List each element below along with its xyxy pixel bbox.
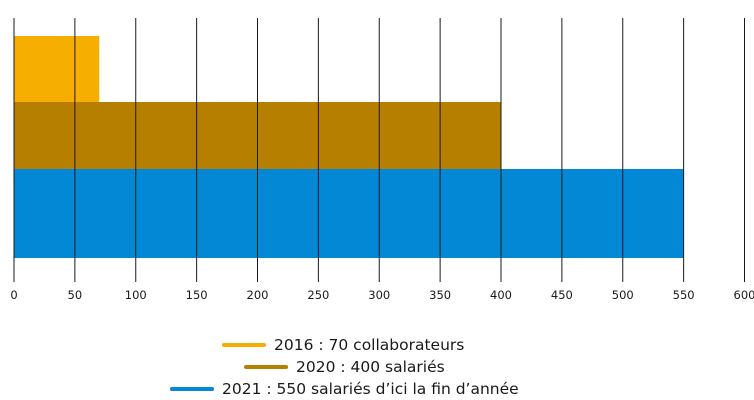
x-tick-label: 0: [10, 288, 17, 302]
x-tick-label: 600: [734, 288, 754, 302]
x-tick-label: 500: [612, 288, 634, 302]
x-tick-label: 550: [673, 288, 695, 302]
x-tick-label: 100: [125, 288, 147, 302]
x-tick-label: 300: [368, 288, 390, 302]
legend-label-2016: 2016 : 70 collaborateurs: [274, 336, 465, 354]
x-tick-label: 250: [307, 288, 329, 302]
bar-2021: [14, 169, 684, 258]
x-tick-label: 450: [551, 288, 573, 302]
legend-item-2020: 2020 : 400 salariés: [244, 356, 445, 378]
bar-chart: 0 50 100 150 200 250 300 350 400 450 500 550 600: [10, 18, 754, 302]
x-tick-label: 400: [490, 288, 512, 302]
legend-swatch-2020: [244, 365, 288, 369]
bars-group: [14, 36, 684, 258]
legend-label-2021: 2021 : 550 salariés d’ici la fin d’année: [222, 380, 519, 398]
x-tick-label: 150: [186, 288, 208, 302]
x-tick-label: 350: [429, 288, 451, 302]
legend-item-2016: 2016 : 70 collaborateurs: [222, 334, 464, 356]
legend-swatch-2021: [170, 387, 214, 391]
grid-lines: [13, 18, 745, 282]
x-axis-ticks: 0 50 100 150 200 250 300 350 400 450 500 550 600: [10, 288, 754, 302]
x-tick-label: 200: [247, 288, 269, 302]
legend-swatch-2016: [222, 343, 266, 347]
x-tick-label: 50: [68, 288, 83, 302]
legend-label-2020: 2020 : 400 salariés: [296, 358, 445, 376]
legend-item-2021: 2021 : 550 salariés d’ici la fin d’année: [170, 378, 519, 400]
